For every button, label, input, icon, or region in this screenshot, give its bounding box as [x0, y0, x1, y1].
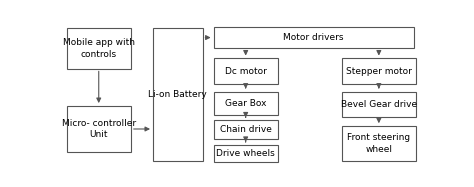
Text: Stepper motor: Stepper motor: [346, 67, 412, 76]
FancyBboxPatch shape: [66, 28, 131, 68]
Text: Li-on Battery: Li-on Battery: [148, 90, 207, 99]
Text: Motor drivers: Motor drivers: [283, 33, 344, 42]
Text: Gear Box: Gear Box: [225, 99, 266, 108]
Text: Drive wheels: Drive wheels: [216, 149, 275, 158]
Text: Bevel Gear drive: Bevel Gear drive: [341, 100, 417, 109]
FancyBboxPatch shape: [153, 28, 202, 161]
FancyBboxPatch shape: [66, 106, 131, 152]
FancyBboxPatch shape: [342, 58, 416, 84]
FancyBboxPatch shape: [342, 92, 416, 117]
Text: Mobile app with
controls: Mobile app with controls: [63, 38, 135, 59]
FancyBboxPatch shape: [213, 92, 278, 115]
FancyBboxPatch shape: [213, 27, 414, 48]
Text: Micro- controller
Unit: Micro- controller Unit: [62, 119, 136, 139]
FancyBboxPatch shape: [213, 58, 278, 84]
FancyBboxPatch shape: [342, 126, 416, 161]
Text: Dc motor: Dc motor: [225, 67, 266, 76]
FancyBboxPatch shape: [213, 120, 278, 139]
Text: Chain drive: Chain drive: [220, 125, 272, 134]
Text: Front steering
wheel: Front steering wheel: [347, 133, 410, 154]
FancyBboxPatch shape: [213, 145, 278, 162]
